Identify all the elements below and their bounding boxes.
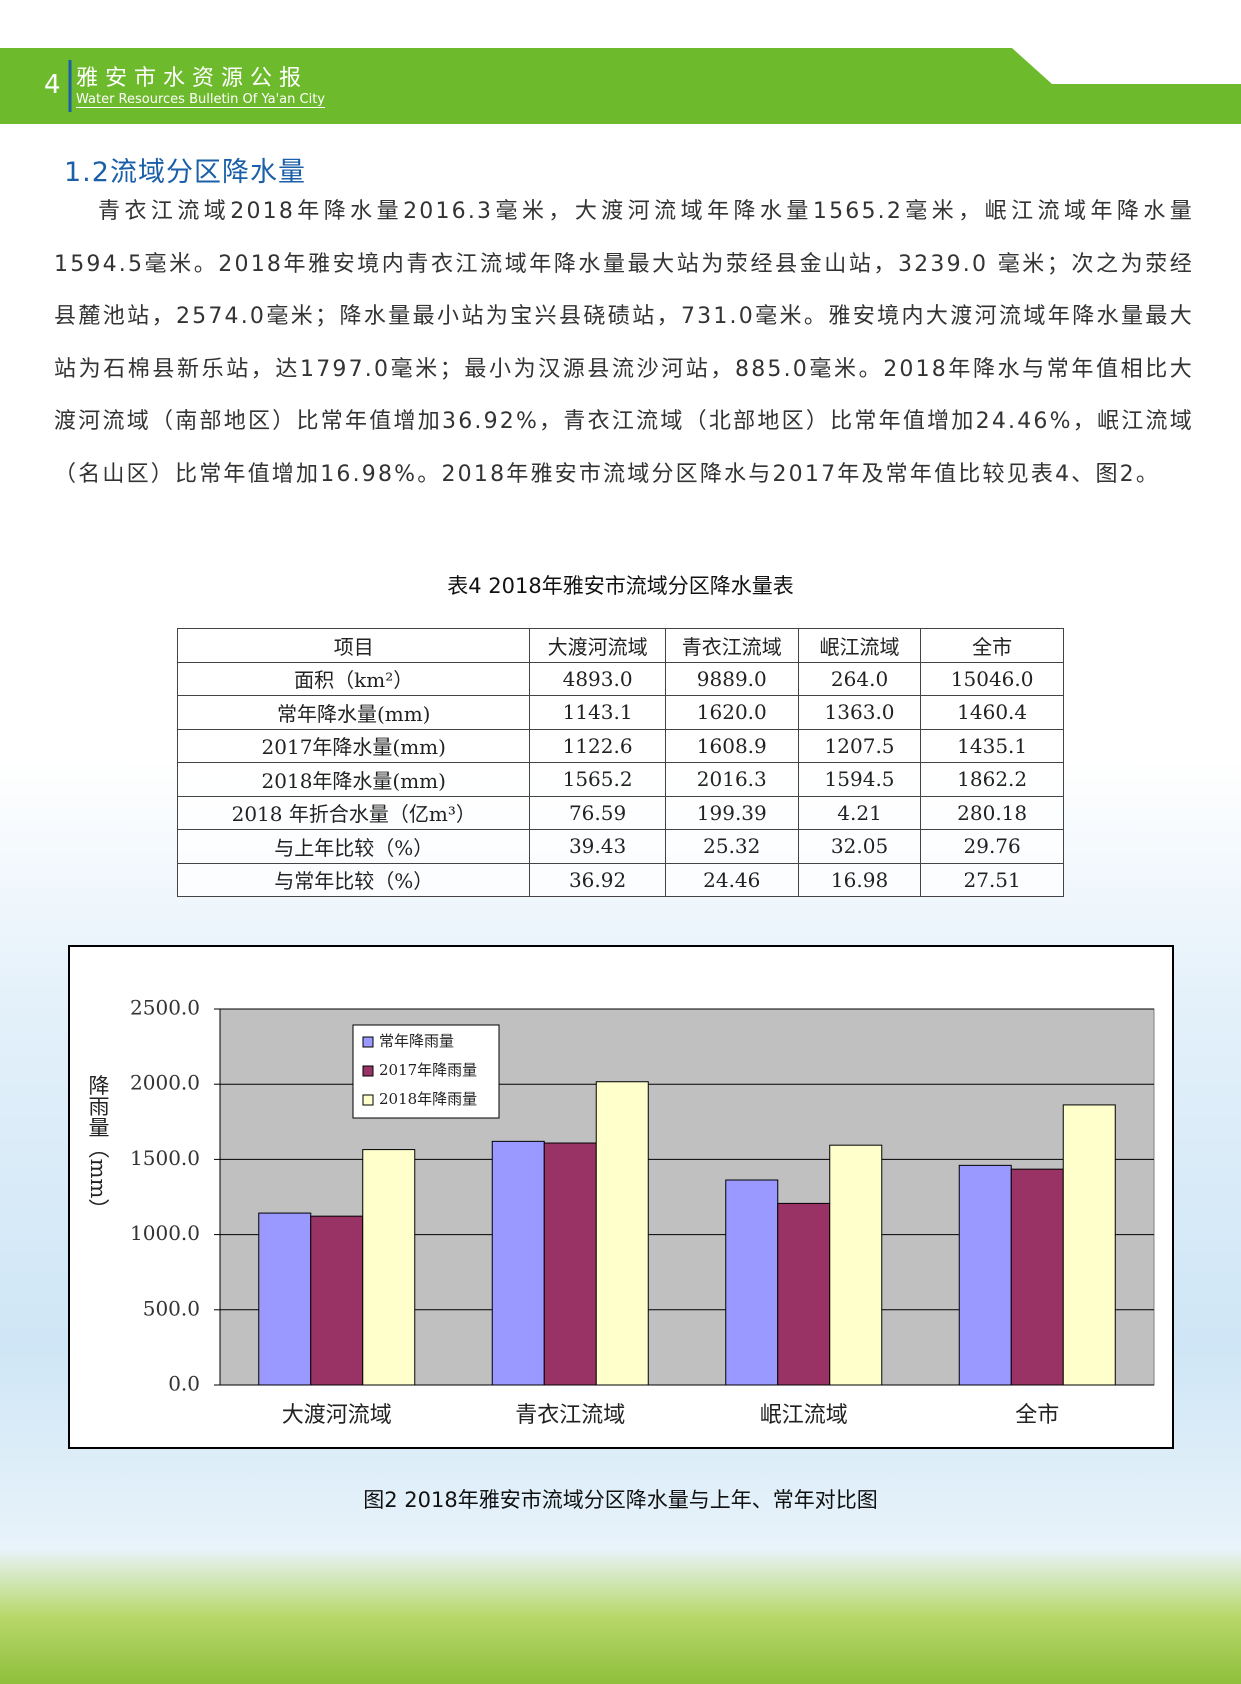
- y-tick-label: 1500.0: [130, 1146, 200, 1170]
- table-cell: 青衣江流域: [664, 628, 799, 663]
- table-cell: 1565.2: [529, 762, 666, 797]
- header-title: 雅安市水资源公报: [76, 66, 309, 91]
- table-cell: 32.05: [797, 829, 922, 864]
- table-cell: 项目: [176, 628, 531, 663]
- table-row: 项目 大渡河流域 青衣江流域 岷江流域 全市: [176, 628, 1064, 663]
- bar: [491, 1140, 545, 1386]
- y-axis-label: 降雨量（mm）: [86, 1075, 110, 1220]
- x-tick-label: 青衣江流域: [515, 1403, 625, 1428]
- table-cell: 与上年比较（%）: [176, 829, 531, 864]
- table-cell: 15046.0: [920, 661, 1064, 696]
- table-cell: 2018年降水量(mm): [176, 762, 531, 797]
- table-row: 常年降水量(mm) 1143.1 1620.0 1363.0 1460.4: [176, 695, 1064, 730]
- y-tick-label: 2000.0: [130, 1071, 200, 1095]
- y-tick-label: 2500.0: [130, 996, 200, 1020]
- table-row: 与上年比较（%） 39.43 25.32 32.05 29.76: [176, 829, 1064, 864]
- bar: [777, 1202, 831, 1386]
- table-cell: 199.39: [664, 795, 799, 830]
- legend-swatch: [362, 1094, 374, 1106]
- table-cell: 1460.4: [920, 695, 1064, 730]
- table-cell: 常年降水量(mm): [176, 695, 531, 730]
- table-cell: 全市: [920, 628, 1064, 663]
- table-cell: 2017年降水量(mm): [176, 728, 531, 763]
- table-cell: 1122.6: [529, 728, 666, 763]
- table-row: 2018 年折合水量（亿m³） 76.59 199.39 4.21 280.18: [176, 795, 1064, 830]
- table-cell: 1207.5: [797, 728, 922, 763]
- table-cell: 2016.3: [664, 762, 799, 797]
- bar: [1010, 1168, 1064, 1386]
- table-cell: 9889.0: [664, 661, 799, 696]
- table-cell: 与常年比较（%）: [176, 862, 531, 897]
- data-table: 项目 大渡河流域 青衣江流域 岷江流域 全市 面积（km²） 4893.0 9889.0 264…: [176, 628, 1064, 897]
- table-cell: 岷江流域: [797, 628, 922, 663]
- bar: [958, 1164, 1012, 1386]
- table-cell: 大渡河流域: [529, 628, 666, 663]
- header-band: [0, 48, 1241, 124]
- bar: [595, 1081, 649, 1386]
- x-tick-label: 岷江流域: [760, 1403, 848, 1428]
- y-tick-label: 500.0: [143, 1296, 200, 1320]
- bar: [543, 1142, 597, 1386]
- bar: [362, 1149, 416, 1386]
- table-cell: 面积（km²）: [176, 661, 531, 696]
- bar: [829, 1144, 883, 1386]
- table-cell: 4.21: [797, 795, 922, 830]
- y-tick-label: 1000.0: [130, 1221, 200, 1245]
- table-cell: 29.76: [920, 829, 1064, 864]
- figure-caption: 图2 2018年雅安市流域分区降水量与上年、常年对比图: [363, 1488, 878, 1512]
- paragraph: 青衣江流域2018年降水量2016.3毫米，大渡河流域年降水量1565.2毫米，…: [54, 199, 1194, 487]
- table-cell: 2018 年折合水量（亿m³）: [176, 795, 531, 830]
- legend-label: 2018年降雨量: [379, 1090, 477, 1108]
- page-number: 4: [44, 70, 61, 100]
- bar: [258, 1212, 312, 1386]
- table-cell: 24.46: [664, 862, 799, 897]
- legend-swatch: [362, 1065, 374, 1077]
- table-cell: 1862.2: [920, 762, 1064, 797]
- table-cell: 36.92: [529, 862, 666, 897]
- table-cell: 1435.1: [920, 728, 1064, 763]
- legend-box: [352, 1024, 500, 1119]
- table-cell: 1620.0: [664, 695, 799, 730]
- table-cell: 280.18: [920, 795, 1064, 830]
- table-cell: 25.32: [664, 829, 799, 864]
- chart: 0.0 500.0 1000.0 1500.0 2000.0 2500.0 降雨量（mm） 大…: [86, 996, 1155, 1428]
- x-tick-label: 全市: [1015, 1403, 1059, 1428]
- x-tick-label: 大渡河流域: [282, 1403, 392, 1428]
- table-cell: 1363.0: [797, 695, 922, 730]
- table-caption: 表4 2018年雅安市流域分区降水量表: [447, 574, 794, 598]
- table-cell: 27.51: [920, 862, 1064, 897]
- table-cell: 76.59: [529, 795, 666, 830]
- table-row: 与常年比较（%） 36.92 24.46 16.98 27.51: [176, 862, 1064, 897]
- bar: [310, 1215, 364, 1386]
- table-cell: 1594.5: [797, 762, 922, 797]
- legend-swatch: [362, 1036, 374, 1048]
- y-tick-label: 0.0: [168, 1372, 200, 1396]
- table-cell: 264.0: [797, 661, 922, 696]
- table-cell: 16.98: [797, 862, 922, 897]
- table-cell: 1608.9: [664, 728, 799, 763]
- table-cell: 1143.1: [529, 695, 666, 730]
- chart-frame: 0.0 500.0 1000.0 1500.0 2000.0 2500.0 降雨量（mm） 大…: [68, 945, 1174, 1449]
- table-row: 面积（km²） 4893.0 9889.0 264.0 15046.0: [176, 661, 1064, 696]
- table-cell: 39.43: [529, 829, 666, 864]
- legend-label: 常年降雨量: [379, 1032, 454, 1050]
- bar: [1062, 1104, 1116, 1386]
- table-cell: 4893.0: [529, 661, 666, 696]
- bar: [725, 1179, 779, 1386]
- header-subtitle: Water Resources Bulletin Of Ya'an City: [76, 92, 325, 108]
- section-heading: 1.2流域分区降水量: [64, 157, 306, 188]
- legend-label: 2017年降雨量: [379, 1061, 477, 1079]
- table-row: 2017年降水量(mm) 1122.6 1608.9 1207.5 1435.1: [176, 728, 1064, 763]
- table-row: 2018年降水量(mm) 1565.2 2016.3 1594.5 1862.2: [176, 762, 1064, 797]
